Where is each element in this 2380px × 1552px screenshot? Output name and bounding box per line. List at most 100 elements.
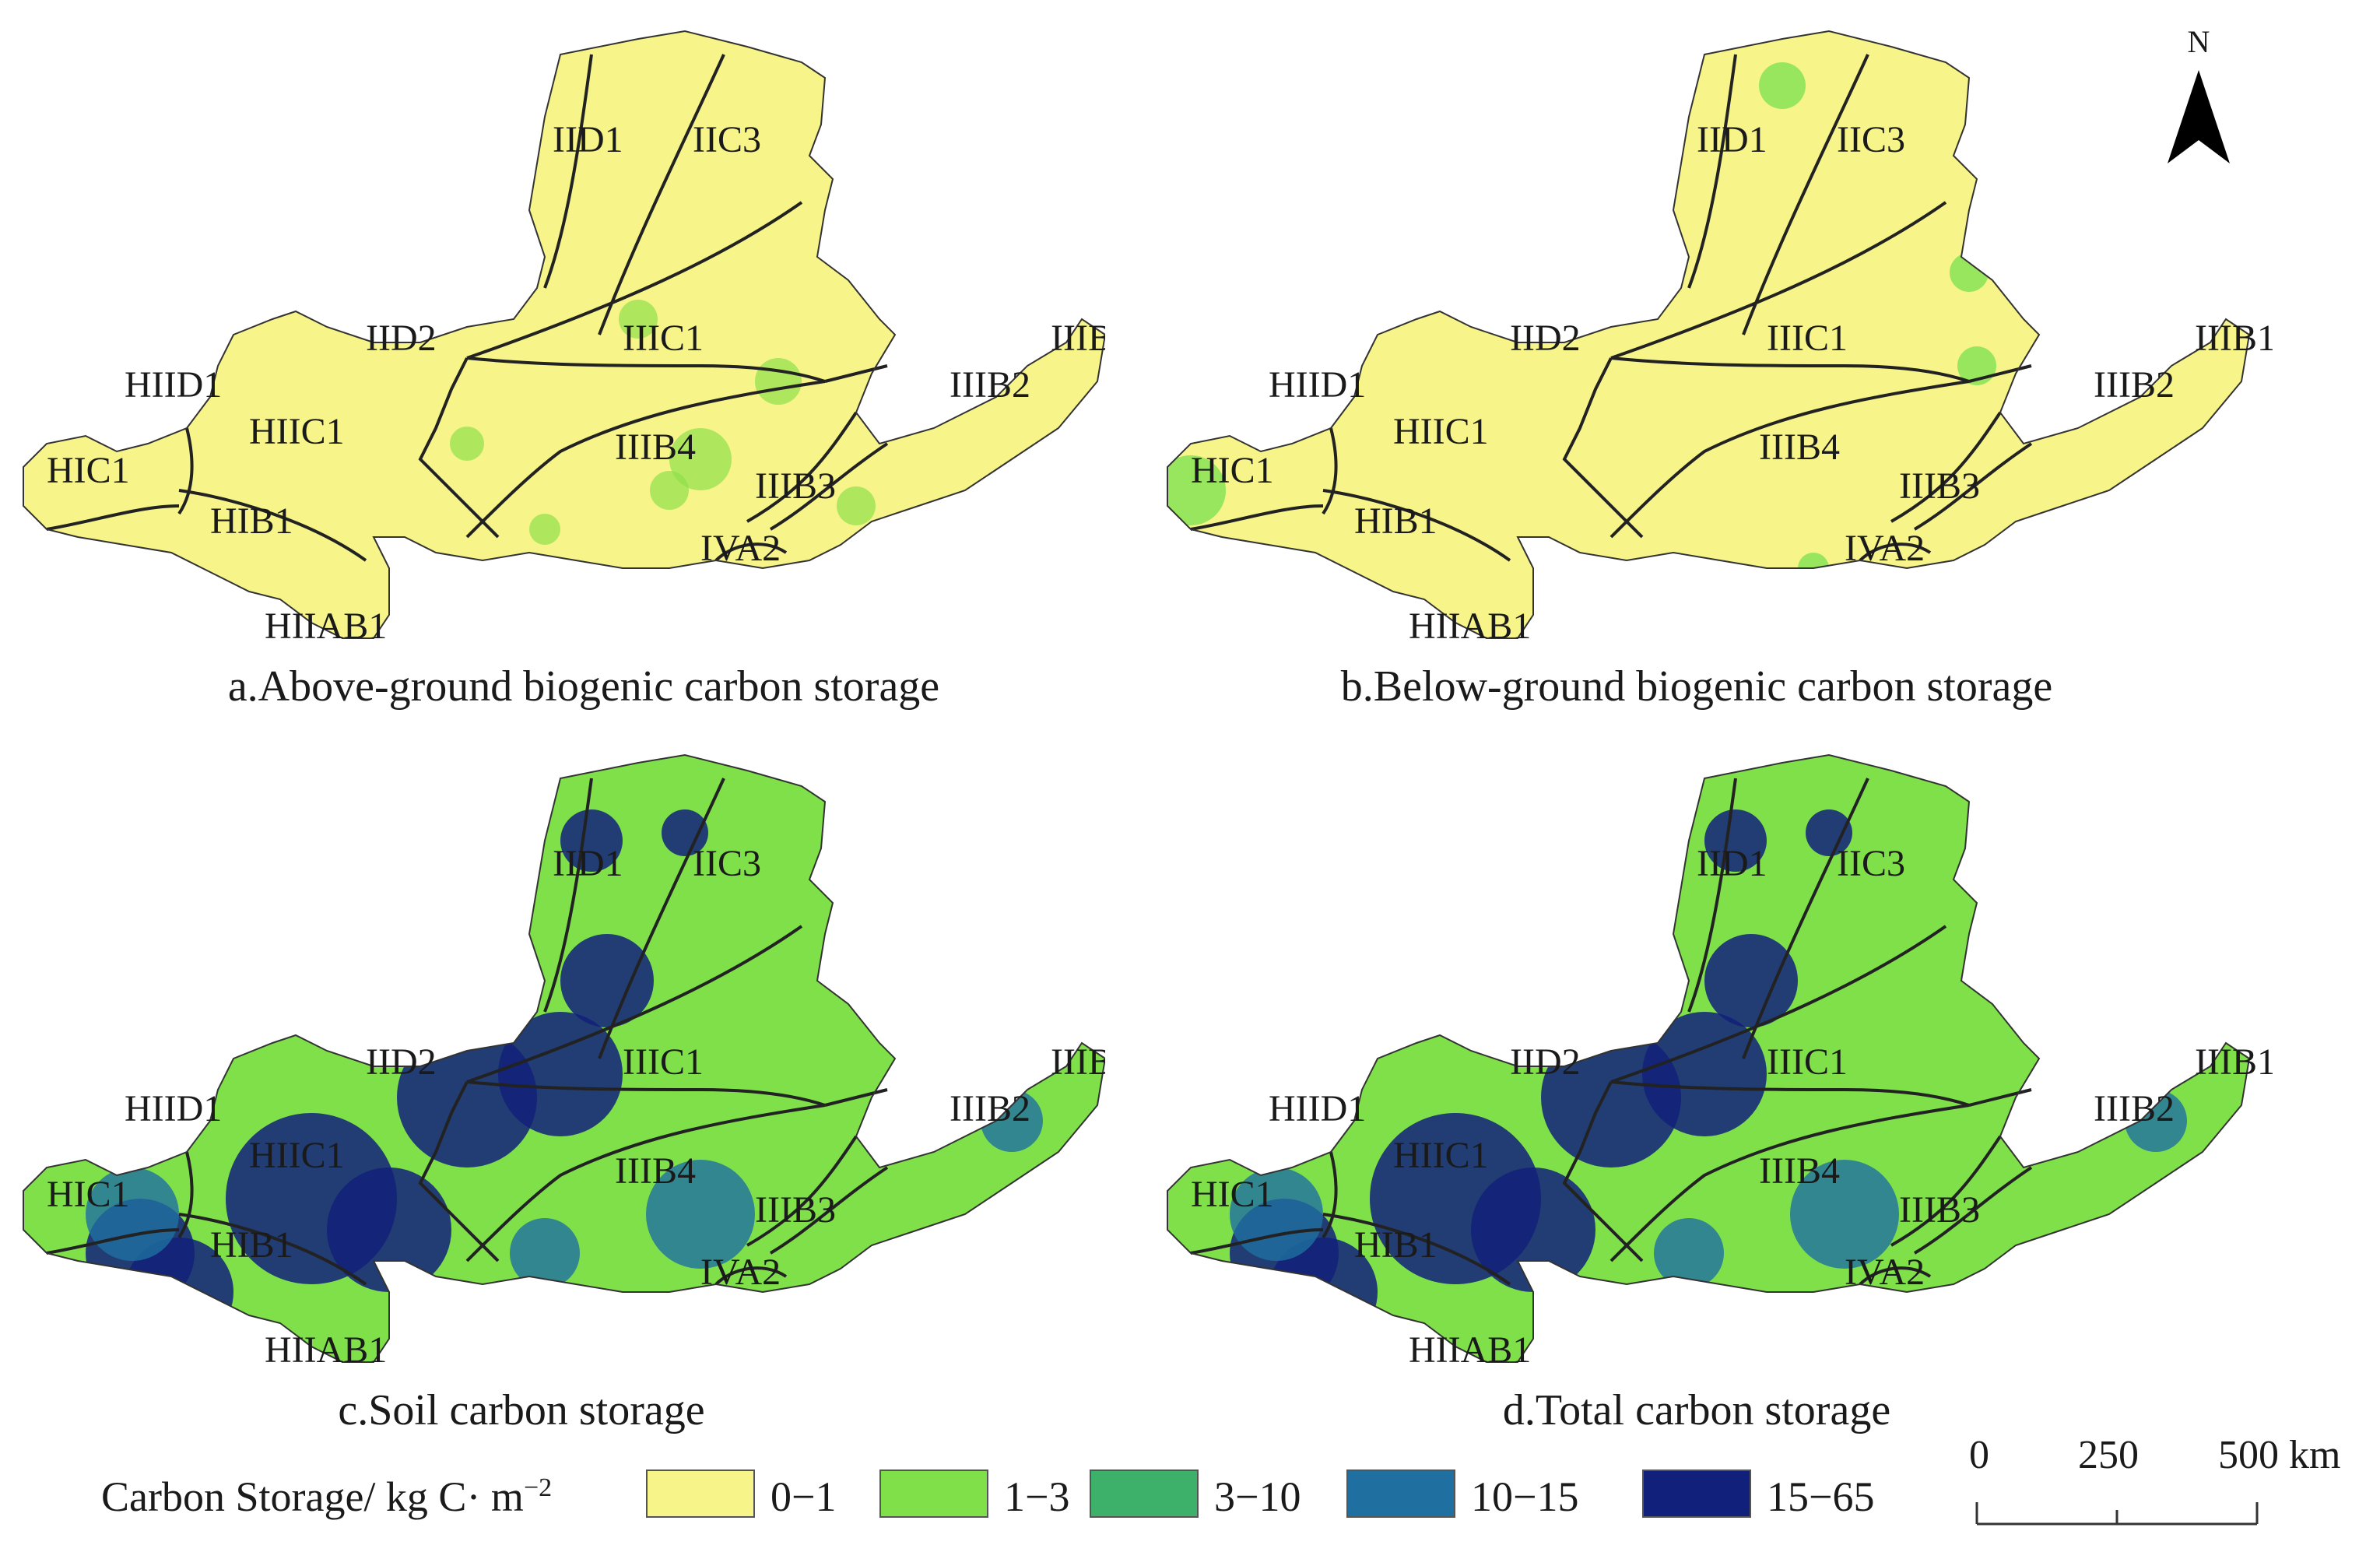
eco-region-boundary (178, 1213, 367, 1286)
basin-fill (23, 31, 1105, 638)
basin-outline (1167, 30, 2251, 639)
region-label: IIIB1 (2195, 318, 2273, 359)
eco-region-boundary (418, 1081, 500, 1262)
eco-region-boundary (1742, 54, 1869, 335)
region-label: HIC1 (1191, 450, 1274, 491)
carbon-patch (650, 471, 689, 510)
eco-region-boundary (1610, 925, 1947, 1083)
eco-region-boundary (46, 504, 180, 531)
region-label: HIC1 (1191, 1174, 1274, 1215)
region-label: IIIB1 (1051, 318, 1105, 359)
eco-region-boundary (1322, 427, 1338, 515)
region-label: HIID1 (1269, 1088, 1366, 1129)
eco-region-boundary (466, 925, 803, 1083)
carbon-patch (755, 358, 802, 405)
region-label: IID1 (1697, 119, 1767, 160)
region-label: IVA2 (1845, 1252, 1925, 1293)
legend-label: 10−15 (1471, 1473, 1579, 1520)
carbon-patch (662, 809, 708, 856)
region-label: IIIC1 (1767, 318, 1848, 359)
map-panel-c: IID1 IIC3 IID2 IIIC1 HIID1 HIIC1 IIIB4 HIC1 HIB1… (0, 747, 1105, 1448)
region-label: HIIC1 (249, 411, 345, 452)
region-label: HIC1 (47, 450, 130, 491)
region-label: HIID1 (1269, 364, 1366, 406)
carbon-patch (1654, 1218, 1724, 1288)
eco-region-boundary (466, 201, 803, 360)
eco-region-boundary (1562, 357, 1644, 539)
legend-label: 0−1 (771, 1473, 837, 1520)
eco-region-boundary (418, 357, 500, 539)
eco-region-boundary (1190, 1228, 1324, 1255)
region-label: IIIB2 (2094, 364, 2175, 406)
legend-label: 3−10 (1214, 1473, 1301, 1520)
scale-tick-250: 250 (2078, 1433, 2139, 1477)
basin-fill (1167, 31, 2249, 638)
region-label: IIC3 (693, 843, 761, 884)
legend-label: 1−3 (1004, 1473, 1070, 1520)
basin-outline (23, 753, 1105, 1363)
legend-swatch (879, 1469, 988, 1518)
north-arrow-icon (2168, 70, 2230, 163)
carbon-patch (529, 514, 560, 545)
carbon-patch (1759, 62, 1806, 109)
region-label: IIIB4 (615, 1150, 696, 1192)
caption-a: a.Above-ground biogenic carbon storage (227, 662, 940, 711)
carbon-patch (1806, 809, 1852, 856)
basin-map-c: IID1 IIC3 IID2 IIIC1 HIID1 HIIC1 IIIB4 HIC1 HIB1… (23, 753, 1105, 1370)
region-label: IIIB3 (755, 465, 836, 507)
region-label: IIC3 (1837, 119, 1905, 160)
scale-tick-0: 0 (1969, 1433, 1989, 1477)
caption-d: d.Total carbon storage (1502, 1386, 1891, 1434)
carbon-patch (1167, 455, 1226, 525)
eco-region-boundary (1610, 1080, 1970, 1107)
eco-region-boundary (714, 1266, 788, 1286)
eco-region-boundary (1609, 1104, 1970, 1262)
region-label: HIB1 (210, 500, 293, 542)
eco-region-boundary (1687, 54, 1737, 289)
eco-region-boundary (1890, 1135, 2002, 1247)
eco-region-boundary (177, 427, 194, 515)
eco-region-boundary (466, 356, 826, 383)
region-label: IIIB2 (950, 364, 1030, 406)
region-label: IID1 (1697, 843, 1767, 884)
carbon-patch (498, 1012, 623, 1136)
region-label: IIIB2 (950, 1088, 1030, 1129)
map-panel-b: IID1 IIC3 IID2 IIIC1 HIID1 HIIC1 IIIB4 HIC1 HIB1… (1121, 23, 2273, 716)
eco-region-boundary (1859, 1266, 1932, 1286)
scale-tick-500: 500 km (2218, 1433, 2341, 1477)
region-label: HIIC1 (1393, 411, 1489, 452)
eco-region-boundary (1890, 411, 2002, 523)
scale-bar-line (1975, 1502, 2259, 1526)
region-label: IIIB1 (2195, 1041, 2273, 1083)
region-label: IIIB1 (1051, 1041, 1105, 1083)
eco-region-boundary (1609, 380, 1970, 539)
eco-region-boundary (1322, 1151, 1338, 1239)
eco-region-boundary (1968, 364, 2032, 383)
carbon-patch (1704, 934, 1798, 1027)
carbon-patch (619, 300, 658, 339)
eco-region-boundary (1859, 542, 1932, 562)
caption-b: b.Below-ground biogenic carbon storage (1340, 662, 2053, 711)
region-label: IIIB3 (755, 1189, 836, 1231)
region-label: IIIB3 (1899, 465, 1980, 507)
carbon-patch (837, 486, 876, 525)
eco-region-boundary (769, 1166, 889, 1255)
region-label: IIIC1 (623, 1041, 704, 1083)
carbon-patch (669, 428, 732, 490)
region-label: IIC3 (693, 119, 761, 160)
eco-region-boundary (465, 380, 826, 539)
north-arrow: N (2156, 23, 2241, 179)
eco-region-boundary (746, 1135, 858, 1247)
basin-outline (1167, 753, 2251, 1363)
region-label: IIIB3 (1899, 1189, 1980, 1231)
region-label: HIC1 (47, 1174, 130, 1215)
region-label: IIC3 (1837, 843, 1905, 884)
basin-map-a: IID1 IIC3 IID2 IIIC1 HIID1 HIIC1 IIIB4 HIC1 HIB1… (23, 30, 1105, 646)
eco-region-boundary (543, 778, 593, 1013)
legend: Carbon Storage/ kg C· m−2 0−1 1−3 3−10 1… (101, 1463, 1891, 1533)
eco-region-boundary (177, 1151, 194, 1239)
eco-region-boundary (178, 489, 367, 562)
region-label: HIID1 (125, 1088, 222, 1129)
eco-region-boundary (1190, 504, 1324, 531)
eco-region-boundary (824, 1088, 888, 1107)
